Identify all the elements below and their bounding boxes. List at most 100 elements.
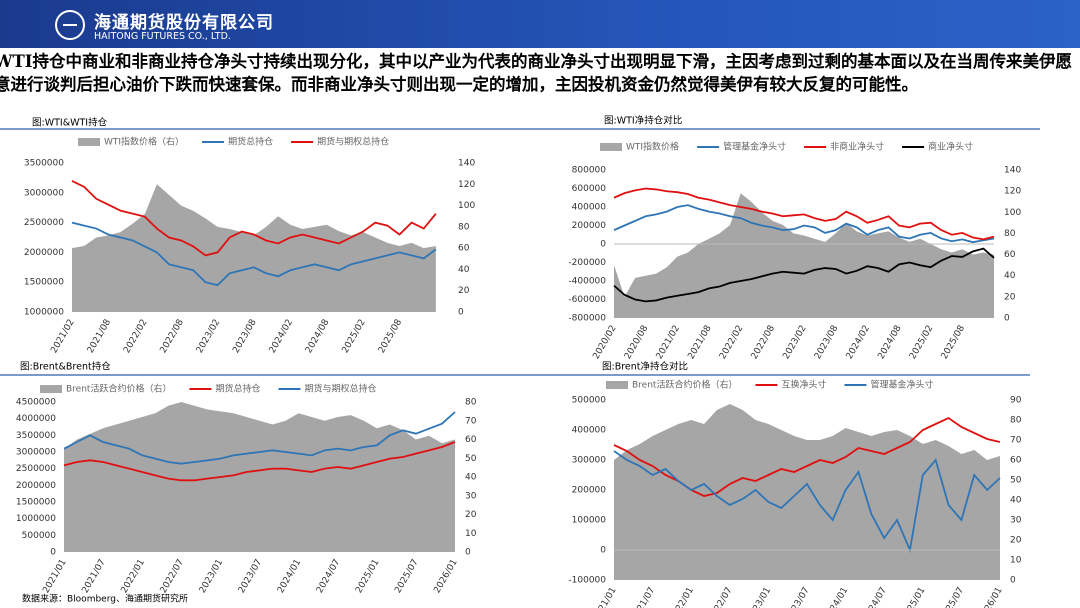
chart-title: 图:WTI&WTI持仓: [32, 117, 108, 129]
y2-tick-label: 20: [1004, 292, 1016, 302]
x-tick-label: 2022/07: [159, 558, 186, 595]
y-tick-label: 2500000: [16, 464, 56, 474]
y2-tick-label: 140: [1004, 166, 1021, 176]
y-tick-label: 200000: [572, 486, 607, 496]
area: [72, 184, 436, 312]
y2-tick-label: 0: [1004, 314, 1010, 324]
x-tick-label: 2020/08: [623, 324, 650, 362]
legend-label: WTI指数价格（右）: [104, 136, 184, 148]
y-tick-label: 400000: [572, 426, 607, 436]
line: [613, 187, 995, 241]
area: [64, 402, 455, 552]
source-note: 数据来源：Bloomberg、海通期货研究所: [22, 593, 188, 605]
x-tick-label: 2024/01: [823, 586, 850, 608]
x-tick-label: 2021/08: [86, 318, 113, 356]
x-tick-label: 2024/07: [315, 558, 342, 595]
area: [614, 404, 1000, 580]
y2-tick-label: 50: [1010, 476, 1022, 486]
y2-tick-label: 120: [1004, 187, 1021, 197]
y2-tick-label: 70: [1010, 436, 1022, 446]
y2-tick-label: 60: [458, 244, 470, 254]
y-tick-label: 0: [50, 548, 56, 558]
legend-label: 非商业净头寸: [830, 141, 884, 153]
legend-swatch: [600, 143, 622, 151]
y2-tick-label: 80: [465, 398, 477, 408]
x-tick-label: 2021/02: [655, 324, 682, 361]
y2-tick-label: 40: [1010, 496, 1022, 506]
x-tick-label: 2023/01: [198, 558, 225, 595]
y2-tick-label: 40: [465, 473, 477, 483]
legend-label: 期货总持仓: [215, 383, 260, 395]
y-tick-label: -600000: [568, 295, 606, 305]
x-tick-label: 2025/01: [354, 558, 381, 595]
y-tick-label: -100000: [568, 576, 606, 586]
x-tick-label: 2021/01: [591, 586, 618, 608]
y-tick-label: -400000: [568, 277, 606, 287]
line: [613, 450, 1001, 554]
y-tick-label: 3000000: [16, 448, 56, 458]
legend-label: 管理基金净头寸: [870, 379, 933, 391]
legend-label: 期货总持仓: [228, 136, 273, 148]
y-tick-label: 2500000: [24, 218, 64, 228]
legend-swatch: [606, 381, 628, 389]
y2-tick-label: 140: [458, 159, 475, 169]
x-tick-label: 2024/02: [845, 324, 872, 361]
line: [71, 221, 437, 287]
y-tick-label: 200000: [572, 221, 607, 231]
y-tick-label: -200000: [568, 258, 606, 268]
x-tick-label: 2025/08: [940, 324, 967, 362]
x-tick-label: 2026/01: [432, 558, 459, 595]
x-tick-label: 2021/07: [630, 586, 657, 608]
x-tick-label: 2025/08: [377, 318, 404, 356]
legend-label: 期货与期权总持仓: [317, 136, 389, 148]
x-tick-label: 2022/01: [120, 558, 147, 595]
y-tick-label: 100000: [572, 516, 607, 526]
chart-title: 图:Brent&Brent持仓: [20, 361, 111, 373]
y2-tick-label: 30: [465, 491, 477, 501]
y-tick-label: 4500000: [16, 398, 56, 408]
line: [63, 441, 456, 482]
legend-swatch: [78, 138, 100, 146]
chart-title: 图:WTI净持仓对比: [604, 115, 682, 127]
y2-tick-label: 30: [1010, 516, 1022, 526]
y2-tick-label: 20: [465, 510, 477, 520]
x-tick-label: 2025/07: [939, 586, 966, 608]
y2-tick-label: 20: [458, 286, 470, 296]
x-tick-label: 2022/02: [718, 324, 745, 361]
y2-tick-label: 50: [465, 454, 477, 464]
legend-label: Brent活跃合约价格（右）: [66, 383, 171, 395]
x-tick-label: 2020/02: [591, 324, 618, 361]
y-tick-label: 600000: [572, 184, 607, 194]
y-tick-label: 800000: [572, 166, 607, 176]
x-tick-label: 2023/08: [231, 318, 258, 356]
y2-tick-label: 10: [1010, 556, 1022, 566]
y-tick-label: 1500000: [24, 278, 64, 288]
x-tick-label: 2023/02: [195, 318, 222, 355]
x-tick-label: 2024/02: [268, 318, 295, 355]
legend-label: 期货与期权总持仓: [304, 383, 376, 395]
y2-tick-label: 40: [1004, 271, 1016, 281]
y2-tick-label: 80: [1010, 416, 1022, 426]
x-tick-label: 2025/01: [900, 586, 927, 608]
x-tick-label: 2023/01: [746, 586, 773, 608]
y-tick-label: 1500000: [16, 498, 56, 508]
x-tick-label: 2021/01: [41, 558, 68, 595]
legend-label: 管理基金净头寸: [723, 141, 786, 153]
line: [71, 180, 437, 257]
y-tick-label: 3500000: [24, 159, 64, 169]
header-bar: 海通期货股份有限公司 HAITONG FUTURES CO., LTD.: [0, 0, 1080, 48]
x-tick-label: 2022/07: [707, 586, 734, 608]
legend-swatch: [40, 385, 62, 393]
y-tick-label: 500000: [572, 396, 607, 406]
y-tick-label: 3000000: [24, 188, 64, 198]
x-tick-label: 2021/02: [49, 318, 76, 355]
x-tick-label: 2023/08: [813, 324, 840, 362]
y-tick-label: 300000: [572, 456, 607, 466]
y2-tick-label: 100: [458, 201, 475, 211]
x-tick-label: 2023/07: [237, 558, 264, 595]
y2-tick-label: 80: [1004, 229, 1016, 239]
x-tick-label: 2023/02: [781, 324, 808, 361]
x-tick-label: 2025/07: [393, 558, 420, 595]
